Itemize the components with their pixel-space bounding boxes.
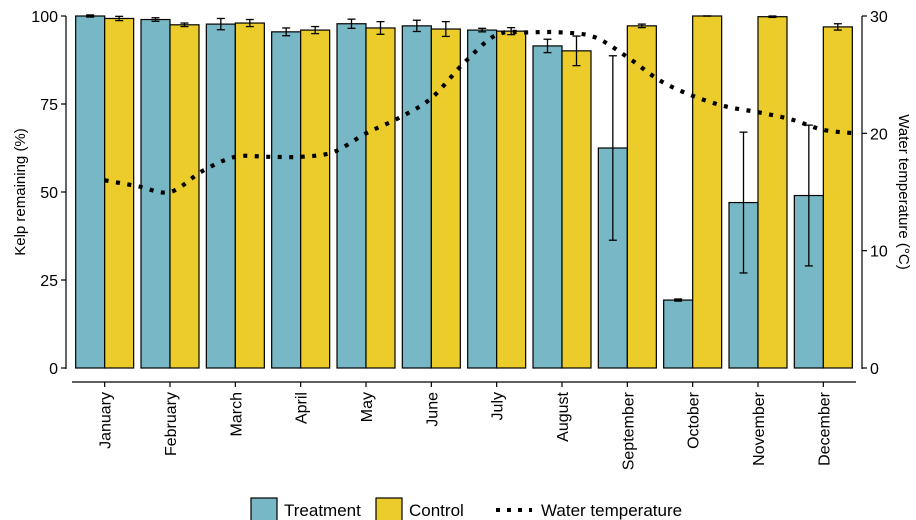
y2-tick-label-10: 10 [870,244,888,261]
y2-tick-label-20: 20 [870,126,888,143]
bar-treatment-february [140,18,171,369]
tick-marks: 0 25 50 75 100 0 10 20 30 January February March Apr… [31,9,888,470]
x-tick-label-september: September [620,391,637,470]
error-bar-treatment-september [608,55,617,241]
x-tick-label-december: December [816,391,833,465]
axes: 0 25 50 75 100 0 10 20 30 January February March Apr… [12,9,912,470]
bar-control-june [430,28,461,369]
error-bar-control-december [833,23,842,31]
legend-swatch-control [375,497,403,520]
legend-label-water-temperature: Water temperature [541,501,682,520]
error-bar-control-august [572,35,581,67]
error-bar-control-november [768,15,777,19]
bar-control-march [234,22,265,369]
error-bar-control-january [115,15,124,22]
y-tick-label-25: 25 [40,273,58,290]
error-bar-treatment-april [282,27,291,37]
bar-control-july [496,30,527,369]
error-bar-control-june [441,20,450,38]
error-bar-treatment-december [804,124,813,267]
error-bar-control-april [311,25,320,35]
error-bar-treatment-november [739,131,748,274]
error-bar-treatment-may [347,18,356,29]
bar-control-january [104,17,135,369]
y2-axis-title: Water temperature (°C) [895,114,912,269]
legend-label-control: Control [409,501,464,520]
error-bar-treatment-february [151,17,160,22]
bar-treatment-august [532,45,563,369]
y-tick-label-50: 50 [40,185,58,202]
error-bar-treatment-june [412,19,421,33]
error-bar-control-february [180,22,189,28]
error-bar-treatment-october [674,298,683,302]
bar-treatment-june [401,25,432,369]
y-tick-label-75: 75 [40,97,58,114]
legend-swatch-treatment [250,497,278,520]
error-bar-treatment-january [86,14,95,18]
error-bar-treatment-july [478,27,487,33]
y-tick-label-0: 0 [49,361,58,378]
bar-control-may [365,27,396,369]
bar-treatment-march [205,23,236,369]
x-tick-label-march: March [228,392,245,436]
y-tick-label-100: 100 [31,9,58,26]
error-bar-treatment-march [216,17,225,31]
bar-control-february [169,24,200,369]
error-bar-control-may [376,20,385,35]
bar-treatment-july [467,29,498,369]
y-axis-title: Kelp remaining (%) [12,128,29,256]
bar-treatment-april [271,31,302,369]
bar-control-august [561,50,592,369]
x-tick-label-november: November [751,391,768,465]
error-bar-control-september [637,23,646,29]
error-bar-control-march [245,18,254,28]
error-bar-treatment-august [543,38,552,54]
x-tick-label-may: May [359,392,376,422]
error-bar-control-july [507,26,516,36]
x-tick-label-june: June [424,392,441,427]
x-tick-label-october: October [686,391,703,449]
bar-treatment-january [75,15,106,369]
x-tick-label-august: August [555,391,572,441]
bar-treatment-october [663,299,694,369]
plot-area [75,14,857,369]
x-tick-label-july: July [490,392,507,420]
bar-control-april [300,29,331,369]
line-water-temperature [104,29,857,195]
y2-tick-label-30: 30 [870,9,888,26]
x-tick-label-january: January [98,392,115,449]
legend: Treatment Control Water temperature [250,497,682,520]
x-tick-label-february: February [163,392,180,456]
bar-control-december [822,26,853,369]
bar-control-september [626,25,657,369]
bar-control-october [692,15,723,369]
y2-tick-label-0: 0 [870,361,879,378]
bar-treatment-may [336,23,367,369]
bar-control-november [757,16,788,369]
x-tick-label-april: April [294,392,311,424]
legend-label-treatment: Treatment [284,501,361,520]
